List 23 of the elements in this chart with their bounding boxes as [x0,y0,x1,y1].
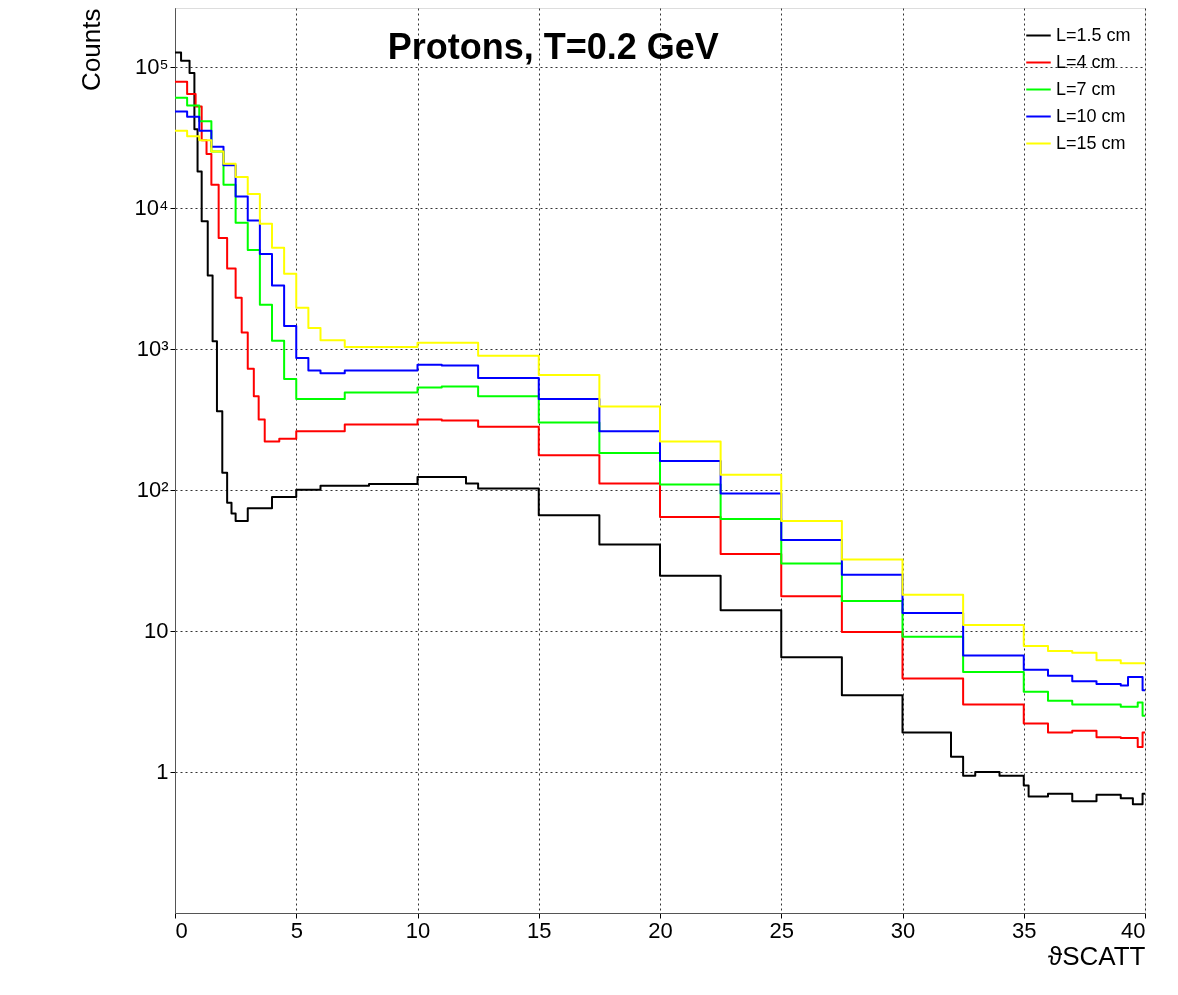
legend-label: L=10 cm [1056,105,1126,126]
y-axis-title: Counts [75,8,106,91]
legend-label: L=1.5 cm [1056,24,1131,45]
text: Protons, T=0.2 GeV [387,26,719,67]
y-tick-label: 10⁵ [134,54,169,80]
y-tick-label: 10 [144,618,169,644]
y-tick-label: 10⁴ [134,195,169,221]
x-tick-label: 15 [527,917,552,943]
x-axis-title: ϑSCATT [1047,940,1146,971]
x-tick-label: 5 [290,917,303,943]
x-tick-label: 40 [1121,917,1146,943]
x-tick-label: 35 [1012,917,1037,943]
x-tick-label: 10 [405,917,431,943]
y-tick-label: 10² [136,477,169,503]
legend-label: L=7 cm [1056,78,1116,99]
x-tick-label: 20 [648,917,673,943]
y-tick-label: 1 [156,759,169,785]
x-tick-label: 25 [769,917,794,943]
x-tick-label: 30 [890,917,916,943]
legend-label: L=4 cm [1056,51,1116,72]
legend-label: L=15 cm [1056,132,1126,153]
x-tick-label: 0 [175,917,188,943]
y-tick-label: 10³ [136,336,169,362]
